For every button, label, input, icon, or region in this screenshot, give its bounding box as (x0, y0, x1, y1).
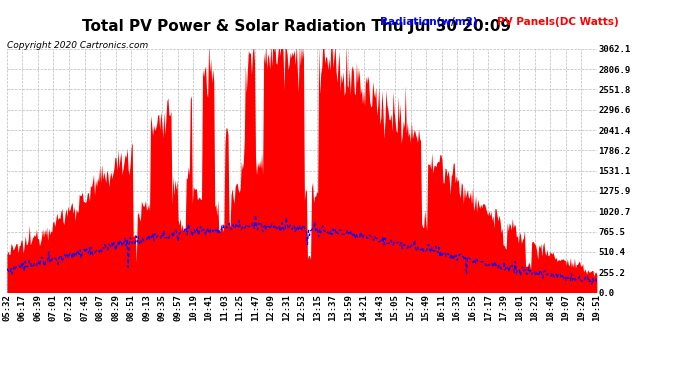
Text: Total PV Power & Solar Radiation Thu Jul 30 20:09: Total PV Power & Solar Radiation Thu Jul… (82, 19, 511, 34)
Text: Radiation(w/m2): Radiation(w/m2) (380, 17, 477, 27)
Text: PV Panels(DC Watts): PV Panels(DC Watts) (497, 17, 618, 27)
Text: Copyright 2020 Cartronics.com: Copyright 2020 Cartronics.com (7, 41, 148, 50)
